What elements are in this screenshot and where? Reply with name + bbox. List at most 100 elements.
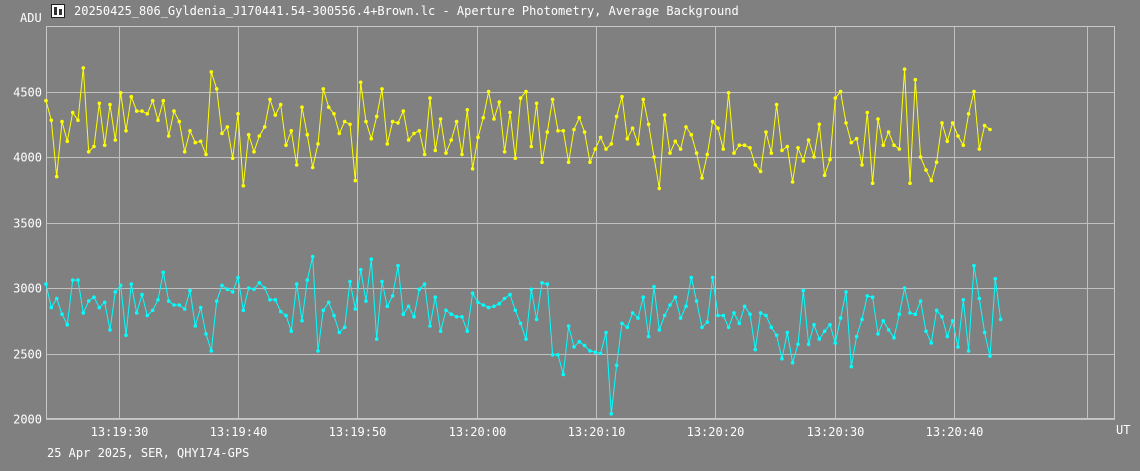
data-point (550, 97, 555, 102)
data-point (652, 155, 656, 159)
data-point (956, 134, 960, 138)
data-point (582, 343, 587, 348)
data-point (337, 131, 342, 136)
data-point (412, 131, 416, 136)
data-point (673, 295, 678, 300)
data-point (433, 148, 438, 153)
data-point (924, 329, 928, 334)
x-tick-label: 13:20:40 (926, 425, 984, 439)
data-point (614, 363, 619, 368)
data-point (342, 119, 347, 124)
data-point (758, 311, 763, 315)
data-point (358, 80, 363, 85)
data-point (54, 296, 59, 301)
data-point (924, 168, 928, 172)
data-point (540, 160, 544, 164)
chart-app-icon[interactable] (51, 4, 65, 18)
data-point (998, 317, 1003, 322)
data-point (193, 324, 198, 328)
y-axis-label: ADU (20, 11, 42, 25)
data-point (609, 142, 614, 146)
data-point (60, 119, 64, 124)
data-point (566, 160, 571, 164)
data-point (294, 282, 299, 286)
data-point (892, 143, 896, 147)
data-point (545, 130, 550, 134)
x-tick-label: 13:20:20 (687, 425, 745, 439)
data-point (348, 279, 352, 284)
data-point (726, 91, 731, 95)
data-point (358, 267, 363, 272)
data-point (417, 287, 422, 292)
x-tick-label: 13:20:00 (449, 425, 507, 439)
data-point (305, 132, 310, 137)
data-point (433, 295, 438, 300)
data-point (326, 105, 331, 109)
data-point (940, 315, 944, 319)
data-point (161, 270, 166, 275)
grid-lines (46, 26, 1115, 420)
data-point (577, 339, 582, 344)
data-point (662, 113, 667, 117)
data-point (609, 412, 614, 416)
data-point (65, 139, 70, 144)
data-point (812, 155, 816, 159)
data-point (945, 139, 950, 144)
x-tick-label: 13:19:40 (210, 425, 268, 439)
data-point (92, 295, 96, 300)
data-point (881, 143, 886, 147)
data-point (742, 143, 747, 147)
data-point (988, 127, 992, 132)
data-point (977, 296, 982, 301)
data-point (406, 304, 411, 309)
data-point (833, 341, 838, 345)
data-point (646, 122, 651, 127)
data-point (545, 282, 550, 286)
data-point (476, 135, 480, 140)
data-point (353, 178, 358, 183)
series-line (45, 67, 991, 189)
data-point (108, 102, 112, 107)
data-point (454, 315, 459, 319)
data-point (966, 112, 971, 116)
data-point (705, 152, 710, 157)
data-point (438, 329, 443, 334)
data-point (684, 304, 688, 309)
data-point (390, 119, 395, 124)
data-point (97, 101, 102, 106)
data-point (833, 96, 838, 100)
data-point (694, 299, 699, 303)
data-point (860, 163, 864, 167)
data-point (385, 304, 390, 309)
plot-frame (46, 26, 1115, 419)
data-point (284, 313, 288, 318)
data-point (145, 313, 150, 318)
data-point (934, 160, 939, 164)
data-point (257, 134, 262, 138)
data-point (108, 328, 112, 332)
data-point (769, 325, 774, 330)
data-point (129, 94, 134, 99)
data-point (252, 150, 256, 154)
data-point (684, 125, 688, 129)
data-point (481, 303, 486, 307)
data-point (262, 125, 267, 129)
data-point (460, 152, 464, 157)
x-tick-label: 13:20:10 (568, 425, 626, 439)
data-point (886, 130, 891, 134)
data-point (273, 298, 278, 302)
data-point (929, 178, 934, 183)
data-point (305, 278, 310, 282)
data-point (60, 312, 64, 317)
data-point (972, 89, 976, 94)
data-point (508, 292, 512, 297)
data-point (796, 342, 800, 347)
data-point (102, 143, 107, 147)
data-point (870, 181, 875, 185)
data-point (913, 312, 918, 317)
data-point (454, 119, 459, 124)
data-point (198, 139, 203, 144)
data-point (412, 315, 416, 319)
data-point (278, 309, 283, 314)
